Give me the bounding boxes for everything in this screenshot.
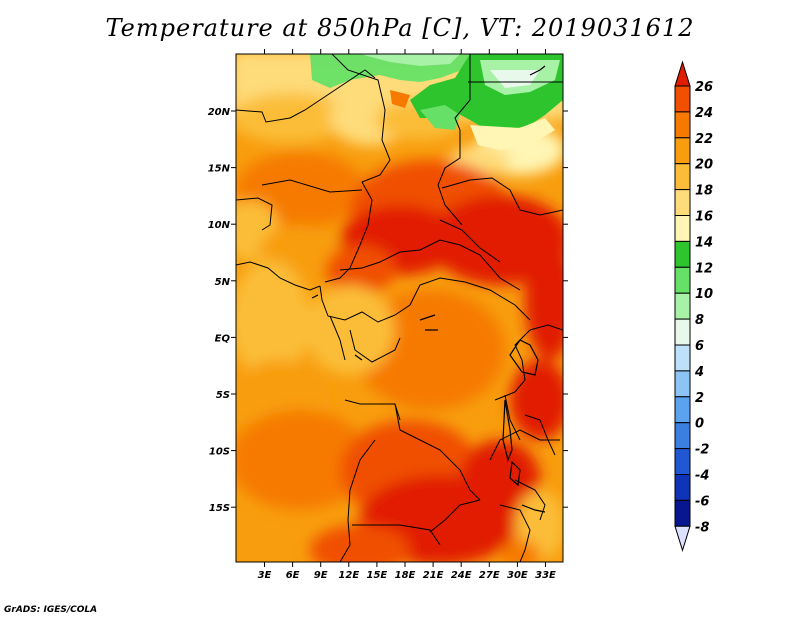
colorbar-swatch	[674, 266, 691, 294]
colorbar-swatch	[674, 344, 691, 372]
lon-tick-label: 27E	[479, 570, 500, 581]
colorbar-swatch	[674, 163, 691, 191]
colorbar-label: 10	[695, 287, 713, 302]
temperature-field	[236, 54, 563, 562]
colorbar-label: 14	[695, 235, 713, 250]
colorbar-label: -2	[695, 443, 709, 458]
colorbar-swatch	[674, 318, 691, 346]
lon-tick-label: 9E	[314, 570, 328, 581]
lakes	[311, 65, 546, 513]
colorbar-label: 8	[695, 313, 704, 328]
colorbar-label: -4	[695, 469, 709, 484]
colorbar-swatch	[674, 499, 691, 527]
colorbar-label: 20	[695, 158, 713, 173]
colorbar-top-arrow	[674, 60, 691, 87]
colorbar-label: 6	[695, 339, 704, 354]
colorbar-swatch	[674, 474, 691, 501]
colorbar-swatch	[674, 370, 691, 398]
colorbar-label: -6	[695, 494, 709, 509]
lon-tick-label: 33E	[535, 570, 556, 581]
lon-tick-label: 6E	[286, 570, 300, 581]
longitude-axis: 3E 6E 9E 12E 15E 18E 21E 24E 27E 30E 33E	[258, 49, 556, 581]
lat-tick-label: 5N	[215, 277, 231, 288]
colorbar-swatch	[674, 189, 691, 217]
country-borders	[236, 54, 563, 562]
colorbar-label: 12	[695, 261, 713, 276]
lat-tick-label: 5S	[216, 390, 230, 401]
lon-tick-label: 30E	[507, 570, 528, 581]
lat-tick-label: 15N	[208, 164, 231, 175]
colorbar-swatch	[674, 292, 691, 320]
colorbar-label: 0	[695, 417, 704, 432]
colorbar-swatch	[674, 422, 691, 450]
colorbar-label: 2	[695, 391, 704, 406]
lon-tick-label: 24E	[451, 570, 472, 581]
map-frame	[235, 53, 564, 563]
colorbar-label: 18	[695, 184, 713, 199]
lat-tick-label: 10S	[209, 447, 230, 458]
colorbar-swatch	[674, 448, 691, 476]
colorbar-label: -8	[695, 520, 709, 535]
colorbar-label: 22	[695, 132, 713, 147]
colorbar-swatch	[674, 137, 691, 165]
lat-tick-label: 15S	[209, 503, 230, 514]
colorbar-bottom-arrow	[674, 525, 691, 552]
grads-credit: GrADS: IGES/COLA	[4, 605, 98, 615]
colorbar-label: 26	[695, 80, 713, 95]
lon-tick-label: 12E	[338, 570, 359, 581]
colorbar-label: 16	[695, 210, 713, 225]
lon-tick-label: 3E	[258, 570, 272, 581]
map-title: Temperature at 850hPa [C], VT: 201903161…	[105, 14, 695, 42]
lat-tick-label: 10N	[208, 220, 231, 231]
colorbar-swatch	[674, 215, 691, 242]
latitude-axis: 20N 15N 10N 5N EQ 5S 10S 15S	[208, 107, 568, 514]
lon-tick-label: 15E	[367, 570, 388, 581]
colorbar-label: 24	[695, 106, 713, 121]
colorbar-label: 4	[694, 365, 704, 380]
lat-tick-label: 20N	[208, 107, 231, 118]
lat-tick-label: EQ	[215, 333, 231, 344]
colorbar-swatch	[674, 396, 691, 424]
lon-tick-label: 21E	[423, 570, 444, 581]
colorbar-swatch	[674, 85, 691, 113]
colorbar-swatch	[674, 111, 691, 139]
colorbar-swatch	[674, 240, 691, 268]
lon-tick-label: 18E	[395, 570, 416, 581]
